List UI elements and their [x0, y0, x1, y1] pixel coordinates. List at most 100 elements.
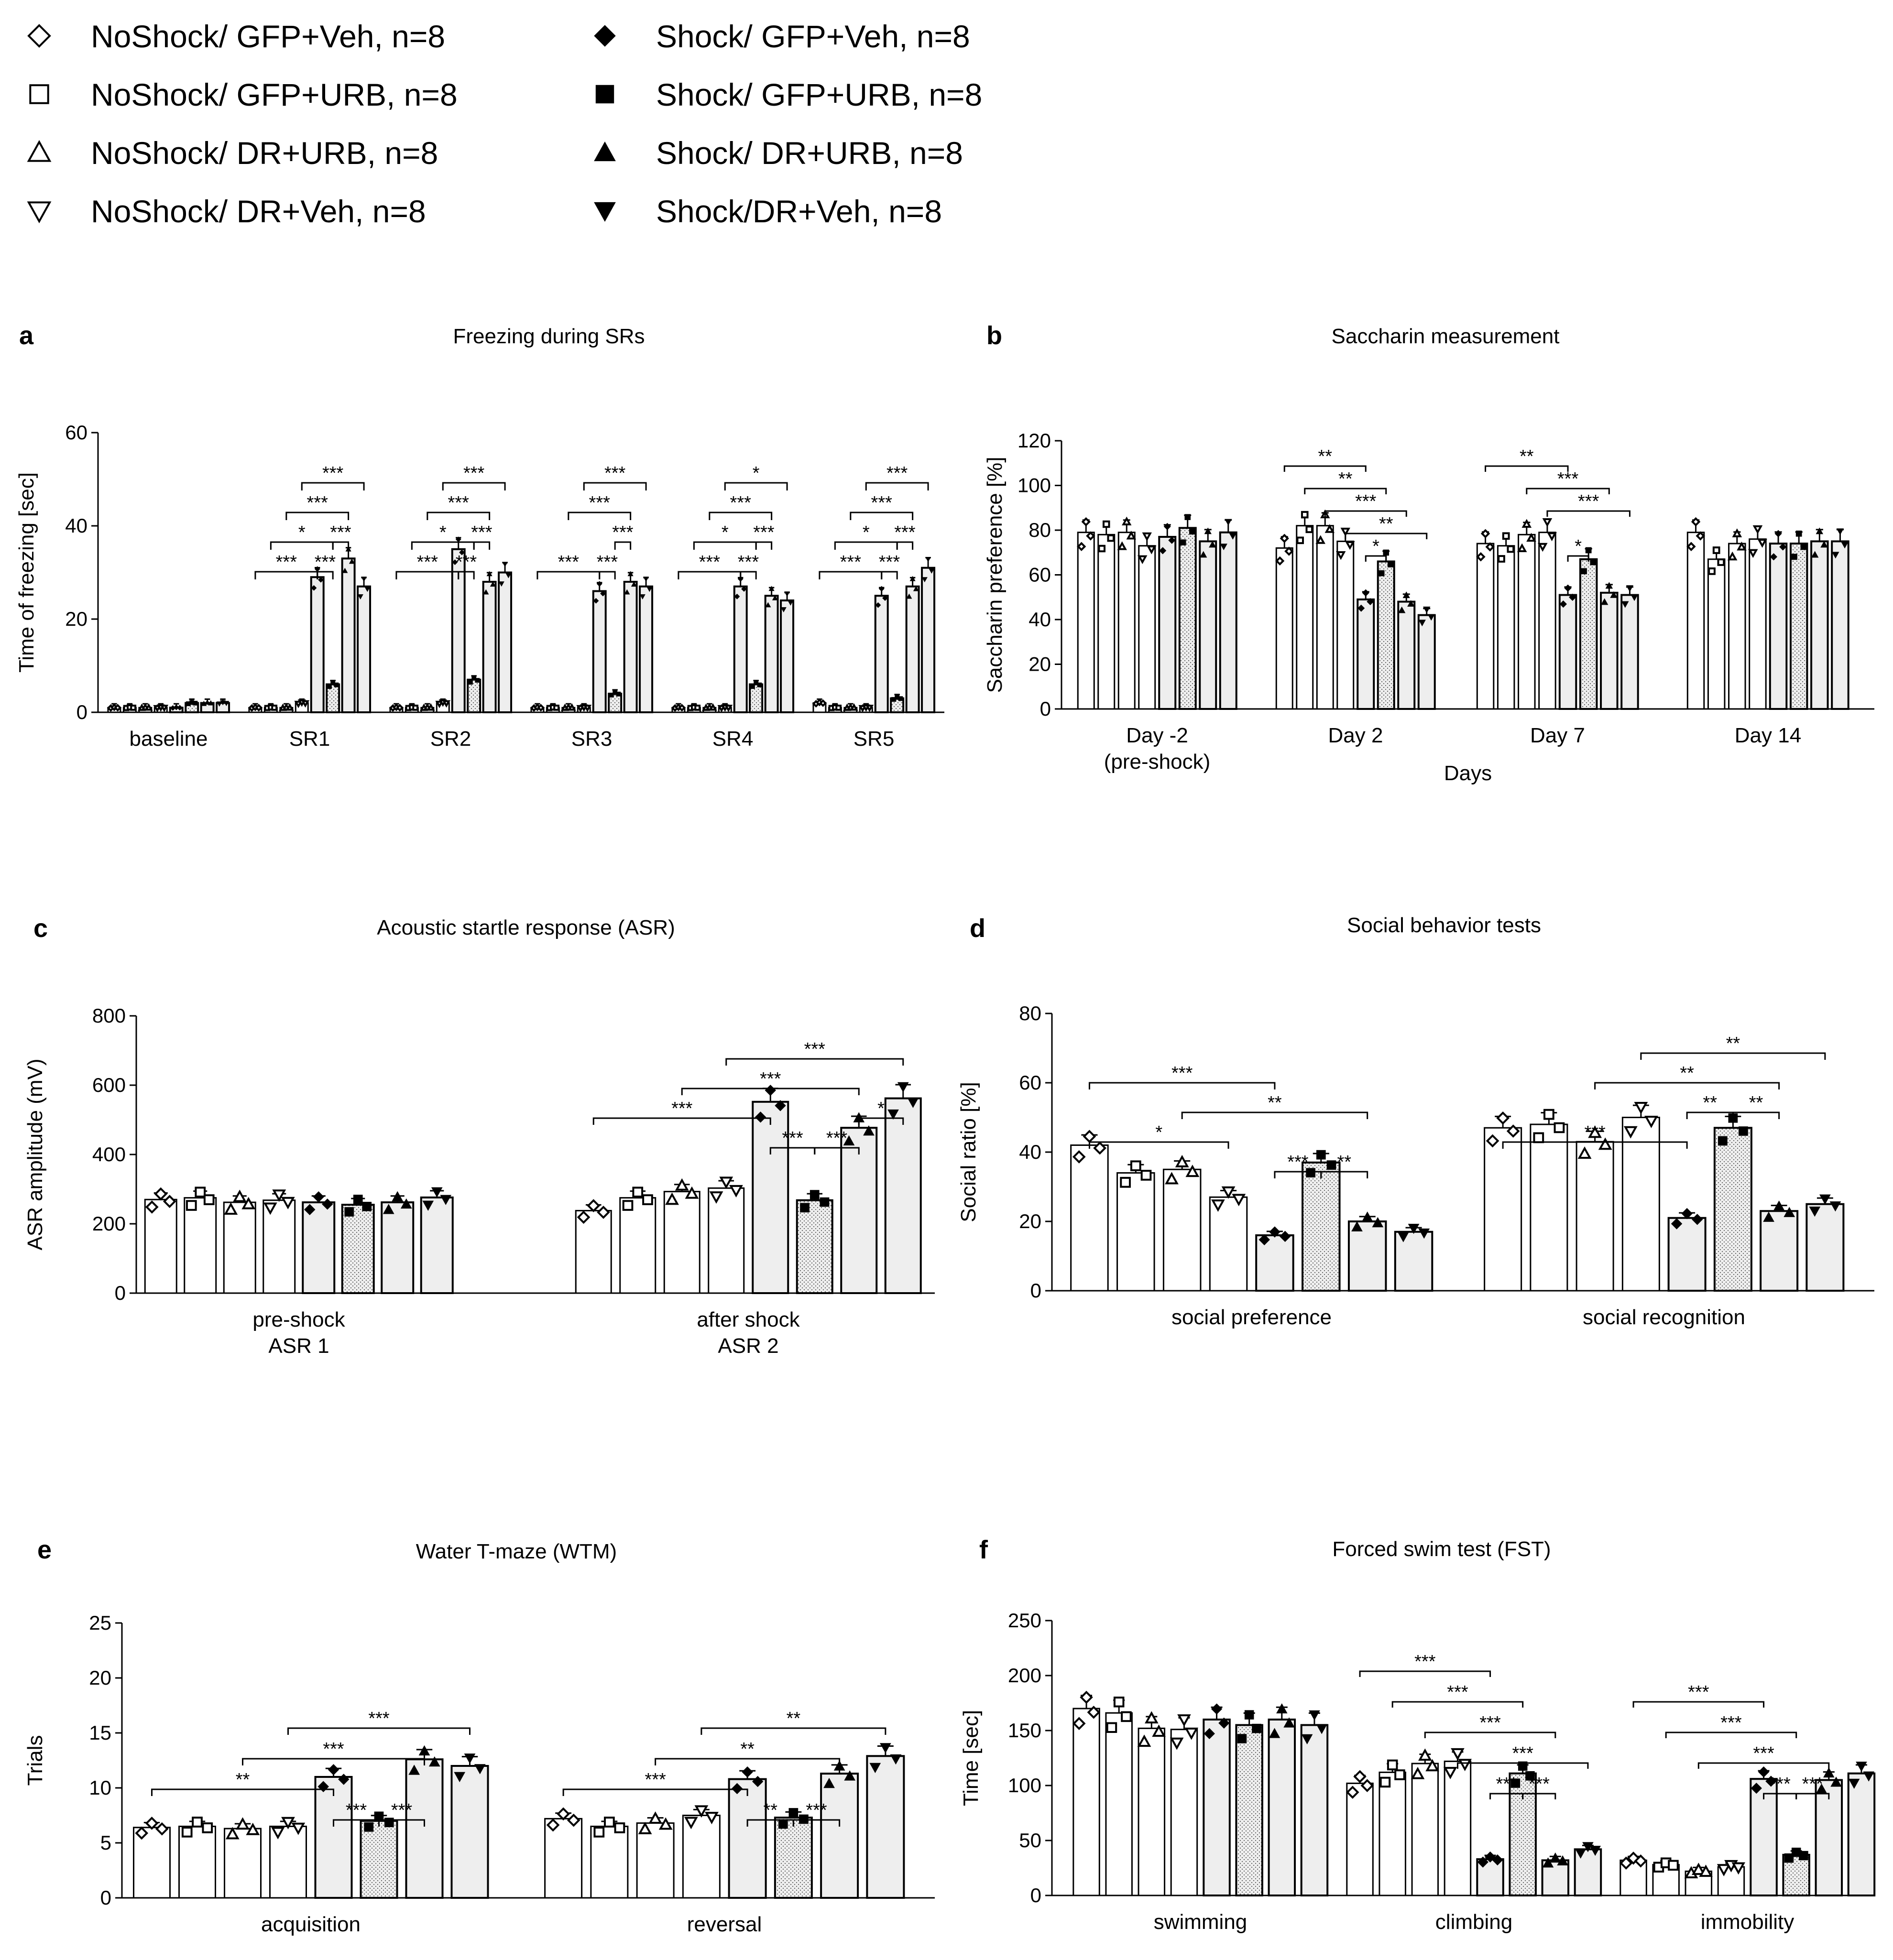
- data-point-diamond-open-icon: [1077, 542, 1086, 551]
- significance-label: ***: [307, 493, 328, 513]
- data-point-diamond-open-icon: [537, 704, 545, 712]
- significance-label: ***: [417, 552, 438, 572]
- y-tick-label: 0: [77, 701, 88, 723]
- bar-group: [544, 1743, 905, 1899]
- data-point-triangle-down-open-icon: [294, 700, 303, 708]
- significance-label: ***: [782, 1128, 803, 1148]
- legend-entry: Shock/DR+Veh, n=8: [594, 194, 942, 229]
- data-point-square-filled-icon: [475, 678, 480, 683]
- bar: [874, 595, 889, 713]
- significance-bracket: ***: [894, 523, 916, 550]
- significance-bracket: **: [1345, 514, 1428, 539]
- data-point-triangle-up-filled-icon: [906, 593, 912, 599]
- y-tick-label: 150: [1008, 1719, 1041, 1742]
- data-point-triangle-down-open-icon: [1634, 1101, 1648, 1114]
- significance-label: **: [1726, 1034, 1740, 1054]
- data-point-diamond-open-icon: [678, 704, 686, 712]
- data-point-triangle-up-open-icon: [1117, 541, 1127, 550]
- data-point-triangle-down-open-icon: [1211, 1199, 1225, 1212]
- legend-diamond-filled-icon: [594, 25, 616, 47]
- y-tick-label: 0: [1030, 1279, 1041, 1302]
- x-category-label: Day 2: [1328, 724, 1383, 747]
- data-point-triangle-down-filled-icon: [1418, 620, 1426, 627]
- significance-bracket: *: [834, 523, 898, 550]
- significance-bracket: ***: [330, 523, 351, 550]
- data-point-triangle-up-filled-icon: [765, 602, 771, 608]
- data-point-diamond-open-icon: [1346, 1786, 1359, 1799]
- data-point-triangle-up-filled-icon: [768, 586, 775, 591]
- data-point-triangle-down-open-icon: [1184, 1727, 1198, 1740]
- bracket-line: [1181, 1111, 1368, 1119]
- bar: [341, 557, 356, 713]
- bar: [1805, 1203, 1845, 1292]
- data-point-triangle-down-open-icon: [271, 1827, 285, 1840]
- significance-bracket: **: [655, 1739, 841, 1765]
- data-point-diamond-open-icon: [1080, 1690, 1093, 1704]
- data-point-triangle-up-filled-icon: [349, 558, 355, 564]
- x-category-label: SR3: [571, 727, 613, 751]
- data-point-diamond-filled-icon: [882, 595, 888, 601]
- legend-label: Shock/DR+Veh, n=8: [656, 194, 942, 229]
- significance-bracket: ***: [427, 493, 491, 520]
- bar: [498, 571, 513, 713]
- significance-label: *: [877, 1099, 885, 1119]
- data-point-triangle-up-filled-icon: [1820, 541, 1828, 548]
- data-point-triangle-down-filled-icon: [780, 607, 787, 612]
- data-point-diamond-open-icon: [819, 699, 827, 707]
- bar: [1116, 1172, 1155, 1292]
- data-point-diamond-filled-icon: [1770, 553, 1778, 561]
- significance-bracket: ***: [1274, 1152, 1322, 1178]
- bar: [302, 1201, 336, 1295]
- significance-bracket: ***: [442, 463, 506, 490]
- significance-bracket: ***: [536, 552, 601, 579]
- data-point-diamond-open-icon: [1485, 542, 1495, 552]
- significance-bracket: *: [1567, 536, 1589, 562]
- bracket-line: [1391, 1701, 1524, 1708]
- data-point-triangle-up-open-icon: [665, 1192, 679, 1205]
- bar: [1209, 1196, 1248, 1292]
- significance-label: ***: [391, 1800, 413, 1820]
- data-point-diamond-filled-icon: [752, 1775, 764, 1787]
- significance-label: *: [1155, 1122, 1162, 1143]
- bracket-line: [151, 1788, 334, 1796]
- data-point-triangle-up-open-icon: [427, 703, 435, 711]
- bar: [544, 1818, 583, 1899]
- data-point-triangle-down-filled-icon: [1423, 606, 1431, 613]
- data-point-diamond-open-icon: [1087, 1706, 1101, 1719]
- data-point-square-filled-icon: [891, 697, 896, 702]
- bar: [1158, 536, 1177, 710]
- bracket-line: [881, 571, 898, 579]
- bar: [1760, 1210, 1799, 1292]
- bracket-line: [678, 571, 742, 579]
- bar: [326, 683, 340, 713]
- y-tick-label: 600: [92, 1074, 126, 1096]
- data-point-triangle-up-open-icon: [1411, 1767, 1425, 1779]
- data-point-square-open-icon: [1543, 1109, 1554, 1120]
- data-point-triangle-down-filled-icon: [216, 701, 222, 707]
- significance-label: ***: [1529, 1774, 1550, 1794]
- data-point-square-filled-icon: [1590, 559, 1597, 566]
- data-point-triangle-down-filled-icon: [1829, 1201, 1841, 1212]
- data-point-diamond-filled-icon: [734, 593, 740, 599]
- data-point-triangle-up-open-icon: [1577, 1146, 1592, 1159]
- bar: [1574, 1848, 1602, 1896]
- bar: [1199, 540, 1217, 710]
- bracket-line: [254, 571, 318, 579]
- significance-label: ***: [753, 523, 775, 543]
- data-point-triangle-down-filled-icon: [1626, 585, 1634, 592]
- data-point-triangle-down-filled-icon: [890, 1754, 902, 1765]
- data-point-square-filled-icon: [800, 1203, 810, 1213]
- data-point-triangle-down-filled-icon: [1856, 1762, 1867, 1772]
- y-tick-label: 60: [1029, 564, 1051, 586]
- bracket-line: [1546, 510, 1630, 517]
- y-tick-label: 20: [65, 608, 88, 630]
- data-point-square-open-icon: [181, 1827, 193, 1838]
- bracket-line: [1732, 1111, 1780, 1119]
- data-point-triangle-up-open-icon: [568, 703, 576, 711]
- legend-label: Shock/ DR+URB, n=8: [656, 135, 963, 171]
- data-point-diamond-filled-icon: [1258, 1234, 1270, 1245]
- data-point-triangle-up-open-icon: [1598, 1137, 1612, 1150]
- bar: [1072, 1708, 1100, 1896]
- data-point-diamond-open-icon: [1686, 542, 1696, 551]
- data-point-triangle-up-open-icon: [144, 703, 153, 711]
